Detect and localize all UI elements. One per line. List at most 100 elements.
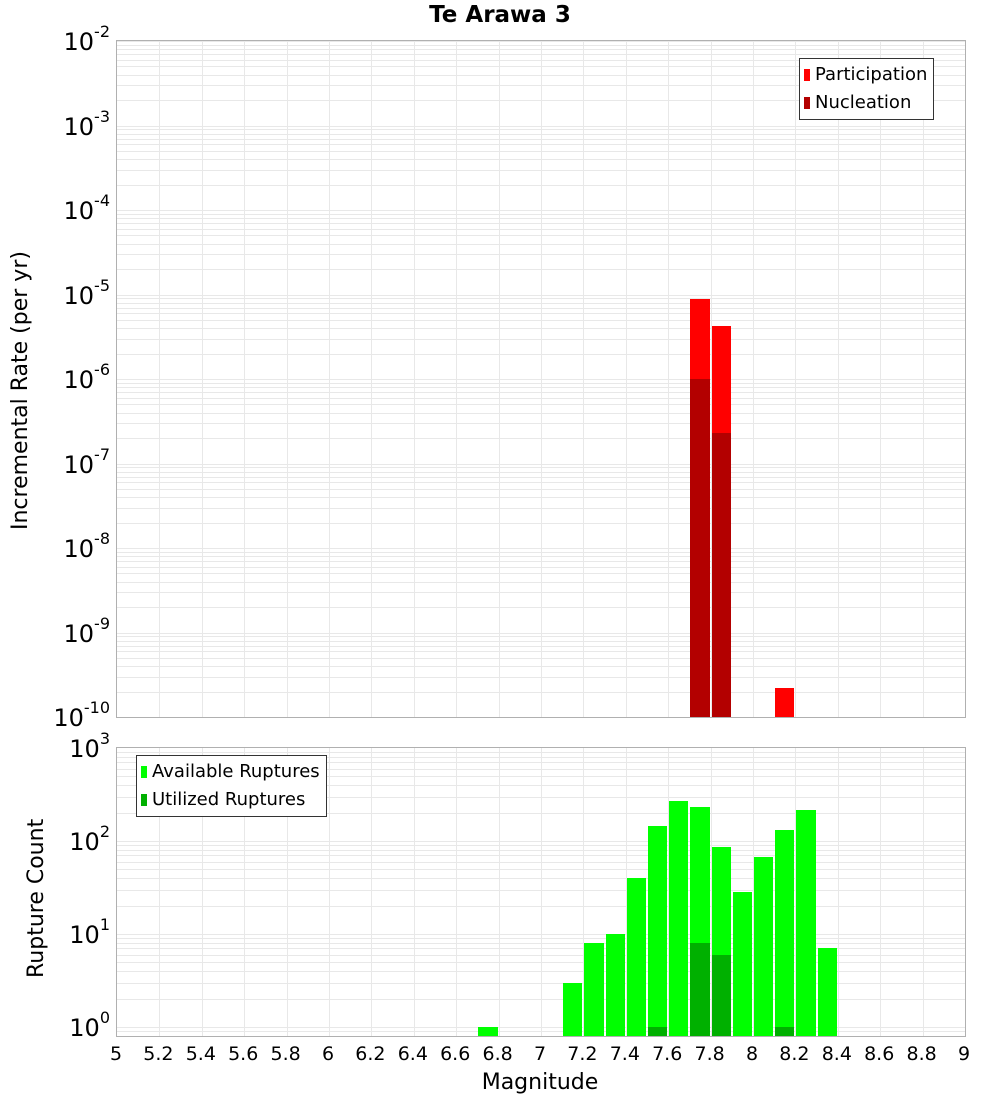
y-tick-label: 103 bbox=[69, 729, 110, 763]
x-tick-label: 5.4 bbox=[185, 1043, 216, 1065]
y-tick-label: 102 bbox=[69, 822, 110, 856]
y-tick-label: 10-3 bbox=[63, 106, 111, 141]
gridline-h bbox=[117, 717, 965, 718]
gridline-v bbox=[583, 41, 585, 717]
y-tick-label: 100 bbox=[69, 1008, 110, 1042]
gridline-v bbox=[837, 748, 839, 1036]
x-tick-label: 5.8 bbox=[270, 1043, 301, 1065]
gridline-v bbox=[456, 748, 458, 1036]
bar-available-ruptures bbox=[817, 948, 837, 1036]
gridline-v bbox=[541, 748, 542, 1036]
x-tick-label: 7 bbox=[533, 1043, 547, 1065]
gridline-v bbox=[625, 41, 627, 717]
gridline-v bbox=[286, 41, 288, 717]
bar-utilized-ruptures bbox=[711, 954, 731, 1036]
x-tick-label: 6.6 bbox=[440, 1043, 471, 1065]
gridline-v bbox=[244, 748, 246, 1036]
bar-participation bbox=[775, 688, 795, 717]
x-tick-label: 6 bbox=[321, 1043, 335, 1065]
bar-available-ruptures bbox=[775, 830, 795, 1036]
gridline-v bbox=[795, 41, 797, 717]
gridline-v bbox=[922, 41, 924, 717]
x-tick-label: 5.2 bbox=[143, 1043, 174, 1065]
gridline-v bbox=[965, 41, 966, 717]
gridline-v bbox=[244, 41, 246, 717]
gridline-v bbox=[668, 41, 670, 717]
gridline-v bbox=[880, 41, 882, 717]
x-axis-label: Magnitude bbox=[481, 1070, 599, 1095]
bar-available-ruptures bbox=[605, 933, 625, 1036]
gridline-v bbox=[456, 41, 458, 717]
x-tick-label: 7.2 bbox=[567, 1043, 598, 1065]
gridline-v bbox=[668, 748, 670, 1036]
participation-swatch bbox=[804, 69, 810, 81]
gridline-v bbox=[753, 748, 754, 1036]
x-tick-label: 7.8 bbox=[694, 1043, 725, 1065]
y-tick-label: 10-7 bbox=[63, 444, 111, 479]
gridline-v bbox=[413, 41, 415, 717]
gridline-v bbox=[625, 748, 627, 1036]
gridline-v bbox=[753, 41, 754, 717]
bar-utilized-ruptures bbox=[690, 943, 710, 1036]
x-tick-label: 8.6 bbox=[864, 1043, 895, 1065]
y-tick-label: 10-8 bbox=[63, 529, 111, 563]
gridline-v bbox=[965, 748, 966, 1036]
gridline-v bbox=[837, 41, 839, 717]
y-tick-label: 10-4 bbox=[63, 191, 111, 225]
legend-top: Participation Nucleation bbox=[799, 58, 935, 120]
legend-item-participation: Participation bbox=[804, 61, 927, 89]
bar-available-ruptures bbox=[796, 810, 816, 1036]
x-tick-label: 6.4 bbox=[397, 1043, 428, 1065]
gridline-v bbox=[710, 41, 712, 717]
gridline-v bbox=[371, 748, 373, 1036]
utilized-swatch bbox=[141, 794, 147, 806]
x-tick-label: 5 bbox=[109, 1043, 123, 1065]
x-tick-label: 8 bbox=[745, 1043, 759, 1065]
gridline-v bbox=[329, 41, 330, 717]
gridline-v bbox=[922, 748, 924, 1036]
nucleation-swatch bbox=[804, 97, 810, 109]
chart-title: Te Arawa 3 bbox=[429, 2, 571, 28]
gridline-v bbox=[498, 41, 500, 717]
gridline-v bbox=[329, 748, 330, 1036]
gridline-v bbox=[795, 748, 797, 1036]
gridline-v bbox=[413, 748, 415, 1036]
bar-available-ruptures bbox=[732, 892, 752, 1036]
bar-available-ruptures bbox=[563, 982, 583, 1036]
gridline-v bbox=[541, 41, 542, 717]
x-tick-label: 8.4 bbox=[821, 1043, 852, 1065]
bar-available-ruptures bbox=[648, 825, 668, 1036]
x-tick-label: 8.2 bbox=[779, 1043, 810, 1065]
y-tick-label: 101 bbox=[69, 915, 110, 949]
gridline-v bbox=[880, 748, 882, 1036]
bar-nucleation bbox=[690, 379, 710, 717]
x-tick-label: 6.8 bbox=[482, 1043, 513, 1065]
gridline-v bbox=[201, 41, 203, 717]
gridline-v bbox=[498, 748, 500, 1036]
x-tick-label: 6.2 bbox=[355, 1043, 386, 1065]
bar-available-ruptures bbox=[669, 800, 689, 1036]
available-swatch bbox=[141, 766, 147, 778]
x-tick-label: 9 bbox=[957, 1043, 971, 1065]
legend-item-utilized: Utilized Ruptures bbox=[141, 786, 320, 814]
bar-nucleation bbox=[711, 432, 731, 717]
bar-available-ruptures bbox=[478, 1026, 498, 1036]
rate-plot bbox=[116, 40, 966, 718]
gridline-h bbox=[117, 1036, 965, 1037]
bar-available-ruptures bbox=[626, 877, 646, 1036]
y-tick-label: 10-10 bbox=[53, 698, 110, 732]
gridline-v bbox=[159, 748, 161, 1036]
gridline-v bbox=[201, 748, 203, 1036]
legend-item-nucleation: Nucleation bbox=[804, 89, 927, 117]
legend-item-available: Available Ruptures bbox=[141, 758, 320, 786]
gridline-v bbox=[371, 41, 373, 717]
x-tick-label: 8.8 bbox=[906, 1043, 937, 1065]
y-tick-label: 10-6 bbox=[63, 360, 111, 394]
legend-bottom: Available Ruptures Utilized Ruptures bbox=[136, 755, 327, 817]
x-tick-label: 7.6 bbox=[652, 1043, 683, 1065]
y-tick-label: 10-9 bbox=[63, 613, 111, 648]
gridline-v bbox=[583, 748, 585, 1036]
x-tick-label: 7.4 bbox=[609, 1043, 640, 1065]
gridline-v bbox=[286, 748, 288, 1036]
y-tick-label: 10-5 bbox=[63, 275, 111, 310]
